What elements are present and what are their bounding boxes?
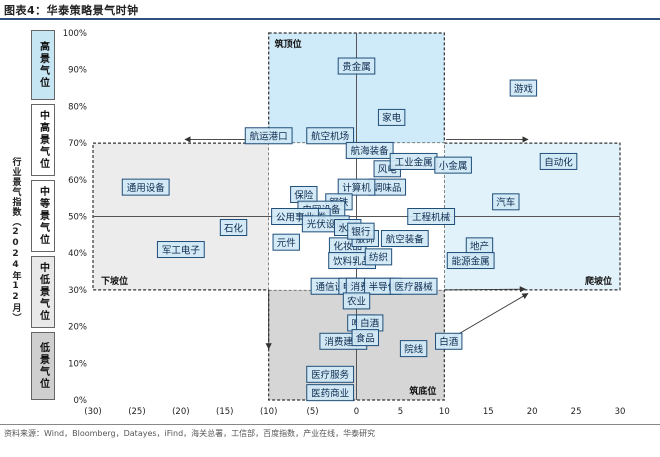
x-tick-label: (20) (172, 407, 189, 417)
x-tick-label: (30) (84, 407, 101, 417)
level-midhigh: 中高景气位 (31, 104, 55, 176)
point-box (446, 252, 495, 270)
x-tick-label: (5) (307, 407, 319, 417)
x-tick-label: 10 (439, 407, 450, 417)
point-label: 汽车 (496, 197, 515, 209)
point-box (435, 332, 463, 350)
y-axis-title: 行业景气指数（2024年12月） (10, 157, 21, 323)
point-label: 医药商业 (311, 387, 349, 399)
point-box (337, 57, 376, 75)
point-box (306, 127, 355, 145)
x-tick-label: 30 (615, 407, 626, 417)
point-label: 工程机械 (412, 211, 451, 223)
point-label: 保险 (294, 189, 314, 201)
point-label: 医疗器械 (395, 281, 434, 293)
point-box (219, 219, 248, 237)
point-label: 饮料乳品 (333, 255, 371, 267)
y-tick-label: 90% (68, 66, 87, 76)
point-label: 工业金属 (395, 156, 433, 168)
point-label: 食品 (356, 332, 375, 344)
y-tick-label: 40% (68, 249, 87, 259)
y-tick-label: 10% (68, 359, 87, 369)
point-label: 调味品 (373, 182, 402, 194)
level-midlow: 中低景气位 (31, 256, 55, 328)
x-tick-label: (25) (128, 407, 145, 417)
x-tick-label: 20 (527, 407, 538, 417)
point-box (389, 277, 438, 295)
point-label: 计算机 (342, 182, 371, 194)
point-box (272, 233, 300, 251)
point-box (244, 127, 293, 145)
point-box (351, 329, 379, 347)
point-box (306, 384, 355, 402)
point-label: 通用设备 (127, 182, 166, 194)
x-tick-label: 0 (354, 407, 359, 417)
point-label: 地产 (470, 241, 489, 253)
title-rule (0, 18, 660, 20)
y-tick-label: 80% (68, 102, 87, 112)
x-tick-label: (15) (216, 407, 233, 417)
zone-label-2: 下坡位 (101, 275, 128, 287)
y-tick-label: 50% (68, 213, 87, 223)
y-tick-label: 100% (63, 29, 87, 39)
point-box (509, 79, 538, 97)
point-box (156, 241, 205, 259)
figure-title: 图表4：华泰策略景气时钟 (4, 4, 139, 17)
level-low: 低景气位 (31, 332, 55, 400)
point-label: 石化 (224, 222, 244, 234)
point-label: 白酒 (439, 336, 459, 348)
point-box (399, 340, 428, 358)
point-box (364, 248, 393, 266)
point-box (380, 230, 429, 248)
y-tick-label: 20% (68, 323, 87, 333)
point-label: 航海装备 (351, 145, 390, 157)
point-label: 家电 (382, 112, 402, 124)
y-tick-label: 30% (68, 286, 87, 296)
point-box (434, 156, 472, 174)
point-box (342, 292, 371, 310)
x-tick-label: 25 (571, 407, 582, 417)
y-tick-label: 0% (74, 396, 88, 406)
point-box (121, 178, 170, 196)
flow-arrow-3 (446, 286, 527, 293)
point-label: 军工电子 (162, 244, 201, 256)
point-box (347, 222, 375, 240)
point-label: 银行 (351, 226, 371, 238)
point-label: 航运港口 (250, 131, 288, 143)
point-label: 贵金属 (342, 61, 371, 73)
point-label: 航空机场 (311, 131, 349, 143)
y-tick-label: 60% (68, 176, 87, 186)
point-label: 元件 (277, 237, 297, 249)
point-box (345, 141, 394, 159)
zone-label-1: 爬坡位 (584, 275, 612, 287)
x-tick-label: 15 (483, 407, 494, 417)
x-tick-label: (10) (260, 407, 277, 417)
source-rule (0, 424, 660, 425)
level-high: 高景气位 (31, 30, 55, 100)
y-tick-label: 70% (68, 139, 87, 149)
point-box (377, 108, 406, 126)
level-mid: 中等景气位 (31, 180, 55, 252)
point-box (492, 193, 520, 211)
x-tick-label: 5 (398, 407, 403, 417)
point-box (337, 178, 376, 196)
zone-label-3: 筑底位 (409, 385, 436, 397)
point-label: 院线 (404, 343, 424, 355)
zone-label-0: 筑顶位 (275, 38, 302, 50)
source-note: 资料来源：Wind，Bloomberg，Datayes，iFind，海关总署，工… (4, 429, 376, 438)
point-box (539, 152, 578, 170)
point-label: 白酒 (360, 318, 380, 330)
point-label: 能源金属 (452, 255, 490, 267)
point-label: 农业 (347, 296, 366, 308)
point-label: 医疗服务 (311, 369, 350, 381)
point-label: 航空装备 (386, 233, 425, 245)
point-label: 自动化 (544, 156, 573, 168)
point-box (407, 208, 456, 225)
point-label: 小金属 (439, 160, 468, 172)
point-label: 纺织 (369, 252, 388, 264)
point-box (306, 365, 355, 383)
point-label: 游戏 (514, 83, 534, 95)
